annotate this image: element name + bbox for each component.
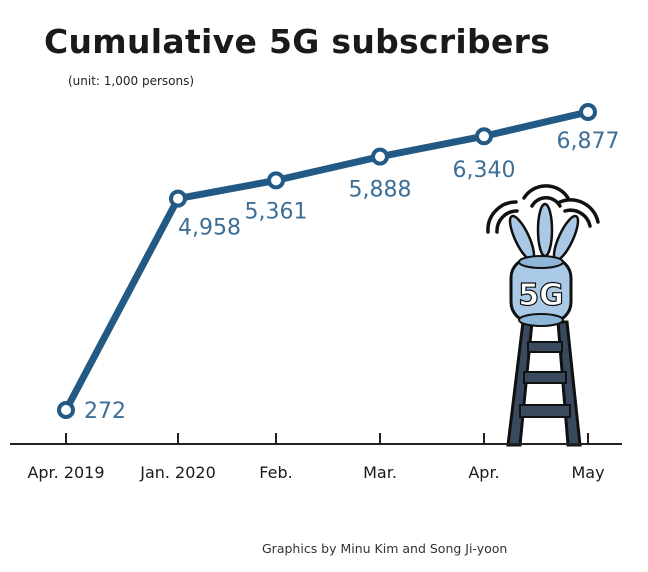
data-label: 5,361 [245,199,308,224]
5g-tower-icon: 5G [486,184,600,447]
data-label: 5,888 [349,178,412,203]
series-line [62,108,592,414]
data-label: 272 [84,399,126,424]
chart-credit: Graphics by Minu Kim and Song Ji-yoon [262,541,508,556]
chart-subtitle: (unit: 1,000 persons) [68,74,195,88]
x-tick-label: Feb. [259,463,292,482]
data-point [169,189,187,208]
data-point [267,171,285,190]
data-point [475,127,493,146]
data-point [57,401,75,419]
data-label: 6,877 [557,129,620,154]
data-label: 4,958 [178,216,241,241]
data-point [579,103,597,121]
x-tick-label: Apr. [468,463,499,482]
data-point [371,147,389,166]
chart-title: Cumulative 5G subscribers [44,22,551,61]
x-tick-label: Mar. [363,463,397,482]
data-label: 6,340 [453,158,516,183]
x-tick-label: May [571,463,604,482]
x-tick-label: Apr. 2019 [27,463,104,482]
5g-tower-label: 5G [518,278,564,313]
x-tick-label: Jan. 2020 [139,463,216,482]
